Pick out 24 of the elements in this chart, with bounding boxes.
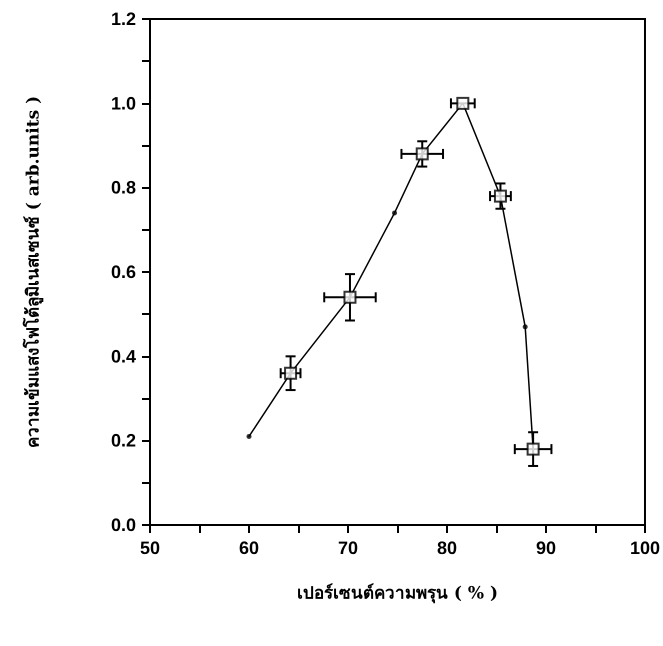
y-tick-label: 0.6 — [110, 262, 136, 282]
y-tick-label: 1.2 — [110, 9, 136, 29]
point — [246, 434, 252, 439]
x-tick-label: 70 — [338, 538, 358, 558]
y-tick-label: 0.2 — [110, 430, 136, 451]
point — [284, 366, 298, 380]
point — [494, 190, 507, 203]
point — [392, 210, 398, 216]
point — [343, 290, 356, 304]
x-tick-label: 90 — [536, 538, 556, 558]
y-tick-label: 1.0 — [110, 93, 136, 114]
y-tick-label: 0.4 — [110, 346, 136, 366]
x-tick-label: 60 — [238, 538, 260, 558]
y-tick-label: 0.8 — [110, 178, 136, 198]
point — [522, 324, 528, 330]
x-tick-label: 80 — [436, 538, 458, 558]
y-axis-title: ความเข้มแสงโฟโต้ลูมิเนสเซนซ์ ( arb.units ) — [22, 96, 44, 448]
point — [526, 442, 540, 456]
y-tick-label: 0.0 — [110, 515, 136, 535]
point — [456, 96, 470, 110]
x-tick-label: 50 — [140, 538, 160, 558]
point — [416, 147, 429, 160]
x-tick-label: 100 — [630, 538, 660, 558]
x-axis-title: เปอร์เซนต์ความพรุน ( % ) — [296, 582, 498, 604]
